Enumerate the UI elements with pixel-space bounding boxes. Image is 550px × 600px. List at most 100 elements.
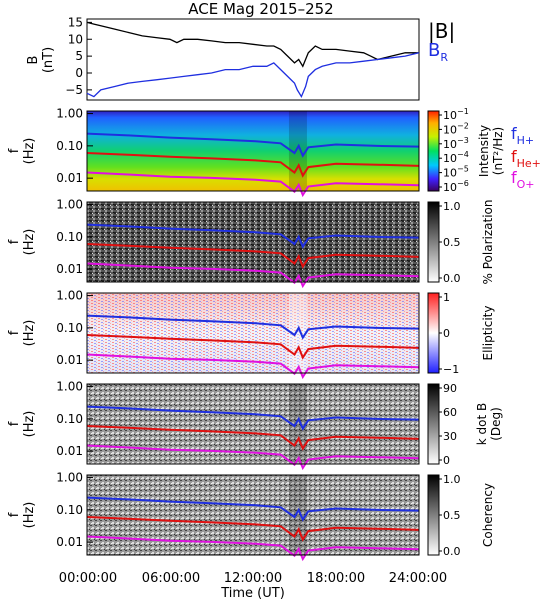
panel-frame (86, 383, 420, 465)
freq-axis-label-unit: (Hz) (22, 411, 37, 438)
panel-frame (86, 201, 420, 283)
overlay-line-he (86, 152, 420, 178)
overlay-line-h (86, 132, 420, 158)
freq-axis-label-unit: (Hz) (22, 138, 37, 165)
freq-tick-label: 1.00 (56, 107, 83, 121)
colorbar-tick-label: 10−5 (443, 165, 469, 180)
colorbar-tick-base: 10 (443, 167, 457, 180)
b-ytick-label: 15 (68, 15, 83, 29)
freq-axis-label-f: f (7, 330, 22, 335)
colorbar-tick-base: 10 (443, 109, 457, 122)
freq-tick-label: 0.10 (56, 230, 83, 244)
panel-polarization: 1.00 0.10 0.01 f(Hz) 1.0 0.5 0.0 % Polarization (7, 198, 495, 289)
freq-legend-he: fHe+ (511, 147, 541, 170)
panel-frame (86, 110, 420, 192)
freq-axis-label-unit: (Hz) (22, 229, 37, 256)
colorbar-tick-label: 1.0 (443, 473, 461, 486)
freq-axis-label: f(Hz) (7, 229, 37, 256)
colorbar-label-unit: (nT²/Hz) (491, 127, 505, 175)
colorbar-label: Intensity(nT²/Hz) (477, 125, 505, 177)
colorbar-tick-label: 0.5 (443, 509, 461, 522)
x-axis-label: Time (UT) (220, 586, 285, 600)
colorbar-label-name: Ellipticity (481, 306, 495, 361)
x-axis: 00:00:00 06:00:00 12:00:00 18:00:00 24:0… (59, 571, 447, 600)
panel-frame (86, 474, 420, 556)
overlay-line-h (86, 223, 420, 249)
freq-tick-label: 0.10 (56, 503, 83, 517)
panel-background (87, 202, 419, 282)
x-tick-label-4: 24:00:00 (389, 571, 447, 586)
freq-legend-sub: O+ (517, 178, 535, 191)
colorbar-tick-label: 0.5 (443, 236, 461, 249)
colorbar-label-name: % Polarization (481, 200, 495, 285)
freq-axis-label: f(Hz) (7, 138, 37, 165)
colorbar-tick-label: 10−6 (443, 179, 469, 194)
freq-axis-label-unit: (Hz) (22, 320, 37, 347)
overlay-line-o (86, 444, 420, 471)
x-tick-label-1: 06:00:00 (142, 571, 200, 586)
colorbar (427, 201, 440, 283)
panel-texture (87, 293, 419, 373)
colorbar-tick-exp: −4 (457, 150, 469, 159)
colorbar-tick-base: 10 (443, 181, 457, 194)
panel-frame (86, 292, 420, 374)
overlay-line-h (86, 496, 420, 522)
freq-axis-label-f: f (7, 512, 22, 517)
colorbar-tick-base: 10 (443, 138, 457, 151)
x-tick-label-2: 12:00:00 (224, 571, 282, 586)
freq-tick-label: 0.01 (56, 353, 83, 367)
panel-ellipticity: 1.00 0.10 0.01 f(Hz) 1 0 −1 Ellipticity (7, 289, 495, 380)
freq-tick-label: 0.10 (56, 412, 83, 426)
overlay-line-he (86, 425, 420, 451)
colorbar-tick-label: 10−2 (443, 121, 469, 136)
colorbar-label-name: k dot B (475, 403, 489, 445)
b-series-line-magnitude (86, 21, 419, 68)
colorbar-label: Ellipticity (481, 306, 495, 361)
b-ytick-label: −5 (65, 83, 83, 97)
overlay-line-he (86, 334, 420, 360)
colorbar-tick-exp: −6 (457, 179, 469, 188)
freq-tick-label: 0.01 (56, 171, 83, 185)
colorbar-tick-exp: −1 (457, 107, 469, 116)
colorbar-tick-exp: −5 (457, 165, 469, 174)
b-field-plot (86, 21, 420, 99)
b-series-line-br (86, 52, 420, 99)
overlay-line-o (86, 262, 420, 289)
b-ytick-label: 10 (68, 32, 83, 46)
colorbar-label: k dot B(Deg) (475, 403, 503, 445)
overlay-line-o (86, 171, 420, 198)
b-ytick-label: 5 (75, 49, 83, 63)
overlay-line-o (86, 535, 420, 562)
colorbar-tick-label: 0 (443, 327, 450, 340)
freq-axis-label-f: f (7, 421, 22, 426)
overlay-line-he (86, 243, 420, 269)
freq-tick-label: 0.10 (56, 321, 83, 335)
overlay-line-o (86, 353, 420, 380)
colorbar-tick-label: 1.0 (443, 200, 461, 213)
figure-title: ACE Mag 2015–252 (188, 0, 333, 18)
freq-tick-label: 1.00 (56, 471, 83, 485)
overlay-line-h (86, 314, 420, 340)
colorbar (427, 383, 440, 465)
freq-legend-h: fH+ (511, 124, 534, 147)
freq-legend-o: fO+ (511, 168, 535, 191)
freq-legend-main: f (511, 124, 517, 143)
panel-kdotb: 1.00 0.10 0.01 f(Hz) 90 60 30 0 k dot B(Deg) (7, 380, 503, 471)
freq-legend-main: f (511, 168, 517, 187)
colorbar-label: Coherency (481, 483, 495, 547)
colorbar-tick-base: 10 (443, 152, 457, 165)
colorbar-label-name: Coherency (481, 483, 495, 547)
panel-background (87, 384, 419, 464)
panel-coherency: 1.00 0.10 0.01 f(Hz) 1.0 0.5 0.0 Coherency (7, 471, 495, 562)
legend-b-magnitude: |B| (428, 19, 455, 43)
freq-legend-main: f (511, 147, 517, 166)
colorbar-tick-label: 10−1 (443, 107, 469, 122)
freq-axis-label: f(Hz) (7, 502, 37, 529)
colorbar-label: % Polarization (481, 200, 495, 285)
freq-legend-sub: He+ (517, 157, 541, 170)
colorbar-tick-label: −1 (443, 363, 459, 376)
freq-tick-label: 0.01 (56, 444, 83, 458)
overlay-line-he (86, 516, 420, 542)
spectral-panels: 1.000.100.01f(Hz)10−110−210−310−410−510−… (7, 107, 541, 562)
